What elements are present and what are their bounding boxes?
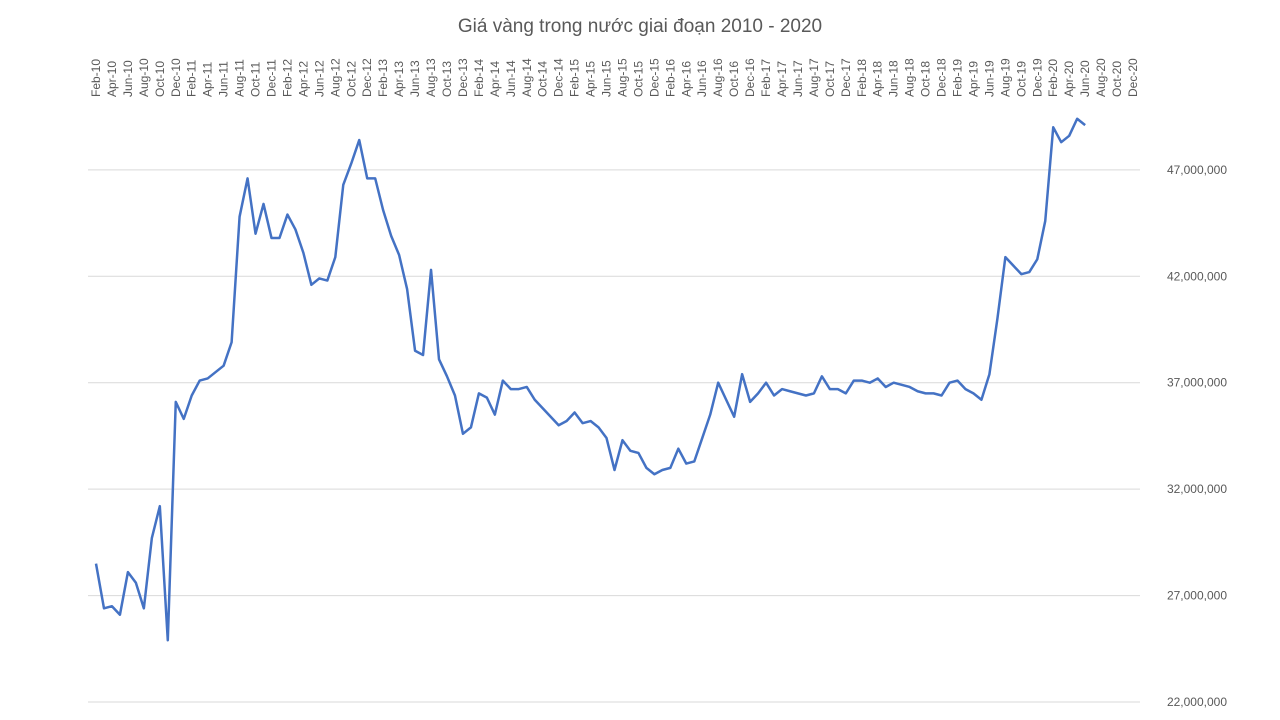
x-tick-label: Oct-13	[440, 61, 454, 97]
x-tick-label: Apr-18	[871, 61, 885, 97]
chart-title: Giá vàng trong nước giai đoạn 2010 - 202…	[458, 16, 822, 37]
x-tick-label: Apr-10	[105, 61, 119, 97]
x-tick-label: Oct-19	[1014, 61, 1028, 97]
x-tick-label: Aug-20	[1094, 58, 1108, 97]
x-tick-label: Oct-18	[919, 61, 933, 97]
x-tick-label: Aug-17	[807, 58, 821, 97]
x-tick-label: Aug-14	[520, 58, 534, 97]
x-tick-label: Feb-15	[568, 59, 582, 97]
x-tick-label: Feb-16	[663, 59, 677, 97]
x-tick-label: Oct-11	[249, 62, 263, 97]
x-tick-label: Oct-10	[153, 61, 167, 97]
x-tick-label: Dec-10	[169, 58, 183, 97]
x-tick-label: Apr-12	[296, 61, 310, 97]
x-tick-label: Apr-17	[775, 61, 789, 97]
y-tick-label: 37,000,000	[1167, 376, 1227, 390]
x-tick-label: Dec-17	[839, 58, 853, 97]
x-tick-label: Dec-13	[456, 58, 470, 97]
data-line	[94, 117, 1086, 642]
x-tick-label: Aug-18	[903, 58, 917, 97]
x-tick-label: Apr-16	[679, 61, 693, 97]
x-tick-label: Feb-13	[376, 59, 390, 97]
y-tick-label: 47,000,000	[1167, 163, 1227, 177]
x-tick-label: Apr-15	[584, 61, 598, 97]
x-tick-label: Jun-13	[408, 60, 422, 97]
x-tick-label: Aug-15	[615, 58, 629, 97]
x-tick-label: Jun-16	[695, 60, 709, 97]
x-tick-label: Oct-20	[1110, 61, 1124, 97]
x-tick-label: Aug-12	[328, 58, 342, 97]
x-tick-label: Jun-14	[504, 60, 518, 97]
x-tick-label: Dec-11	[264, 59, 278, 97]
x-tick-label: Jun-20	[1078, 60, 1092, 97]
x-tick-label: Feb-11	[185, 60, 199, 97]
x-tick-label: Apr-20	[1062, 61, 1076, 97]
x-tick-label: Dec-14	[552, 58, 566, 97]
x-tick-label: Feb-12	[280, 59, 294, 97]
x-tick-label: Dec-12	[360, 58, 374, 97]
x-tick-label: Jun-12	[312, 60, 326, 97]
x-tick-label: Feb-10	[89, 59, 103, 97]
x-tick-label: Apr-19	[966, 61, 980, 97]
x-tick-label: Jun-10	[121, 60, 135, 97]
x-tick-label: Oct-16	[727, 61, 741, 97]
x-tick-label: Aug-11	[233, 59, 247, 97]
x-tick-label: Feb-20	[1046, 59, 1060, 97]
x-tick-label: Oct-12	[344, 61, 358, 97]
x-tick-label: Apr-11	[201, 62, 215, 97]
x-tick-label: Jun-11	[217, 61, 231, 97]
x-tick-label: Jun-15	[600, 60, 614, 97]
x-tick-label: Dec-15	[647, 58, 661, 97]
x-tick-label: Feb-19	[951, 59, 965, 97]
y-tick-label: 22,000,000	[1167, 695, 1227, 709]
x-tick-label: Feb-17	[759, 59, 773, 97]
x-tick-label: Jun-19	[982, 60, 996, 97]
x-tick-label: Oct-14	[536, 61, 550, 97]
x-tick-label: Oct-17	[823, 61, 837, 97]
y-tick-label: 27,000,000	[1167, 589, 1227, 603]
x-tick-label: Dec-20	[1126, 58, 1140, 97]
x-tick-label: Aug-16	[711, 58, 725, 97]
x-tick-label: Apr-13	[392, 61, 406, 97]
y-tick-label: 42,000,000	[1167, 269, 1227, 283]
x-tick-label: Jun-17	[791, 60, 805, 97]
x-tick-label: Jun-18	[887, 60, 901, 97]
y-tick-label: 32,000,000	[1167, 482, 1227, 496]
x-tick-label: Feb-18	[855, 59, 869, 97]
x-tick-label: Aug-19	[998, 58, 1012, 97]
x-tick-label: Oct-15	[631, 61, 645, 97]
x-tick-label: Dec-19	[1030, 58, 1044, 97]
x-tick-label: Apr-14	[488, 61, 502, 97]
x-tick-label: Feb-14	[472, 59, 486, 97]
x-tick-label: Dec-18	[935, 58, 949, 97]
x-tick-label: Aug-13	[424, 58, 438, 97]
x-tick-label: Aug-10	[137, 58, 151, 97]
x-tick-label: Dec-16	[743, 58, 757, 97]
